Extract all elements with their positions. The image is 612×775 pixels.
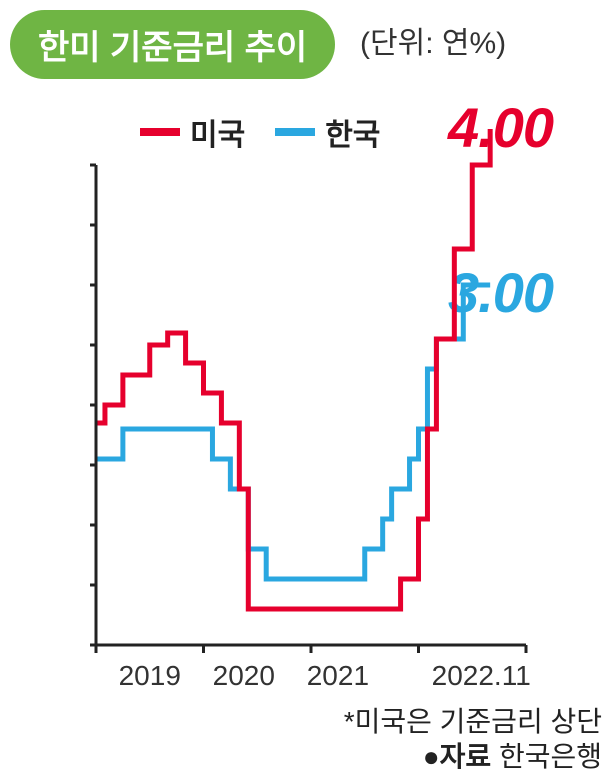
chart-title: 한미 기준금리 추이 <box>38 29 307 67</box>
x-tick-label: 2020 <box>213 660 275 692</box>
chart-title-pill: 한미 기준금리 추이 <box>10 10 335 79</box>
callout-value-us: 4.00 <box>448 95 553 160</box>
legend-label-us: 미국 <box>190 110 245 154</box>
footnote-note: *미국은 기준금리 상단 <box>344 700 602 740</box>
footnote-source-value: 한국은행 <box>499 741 602 772</box>
legend-item-kr: 한국 <box>275 110 380 154</box>
unit-label: (단위: 연%) <box>360 18 506 62</box>
x-tick-label: 2021 <box>307 660 369 692</box>
x-tick-label: 2022.11 <box>432 660 531 692</box>
footnote-source-label: ●자료 <box>423 741 491 772</box>
chart-svg <box>96 165 526 645</box>
legend-swatch-us <box>140 128 180 136</box>
legend-item-us: 미국 <box>140 110 245 154</box>
series-line-kr <box>96 285 490 579</box>
x-tick-label: 2019 <box>119 660 181 692</box>
legend-label-kr: 한국 <box>325 110 380 154</box>
chart-plot-area <box>96 165 526 645</box>
axis-frame <box>96 165 526 645</box>
chart-legend: 미국 한국 <box>140 110 380 154</box>
legend-swatch-kr <box>275 128 315 136</box>
footnote-source: ●자료 한국은행 <box>423 735 602 775</box>
